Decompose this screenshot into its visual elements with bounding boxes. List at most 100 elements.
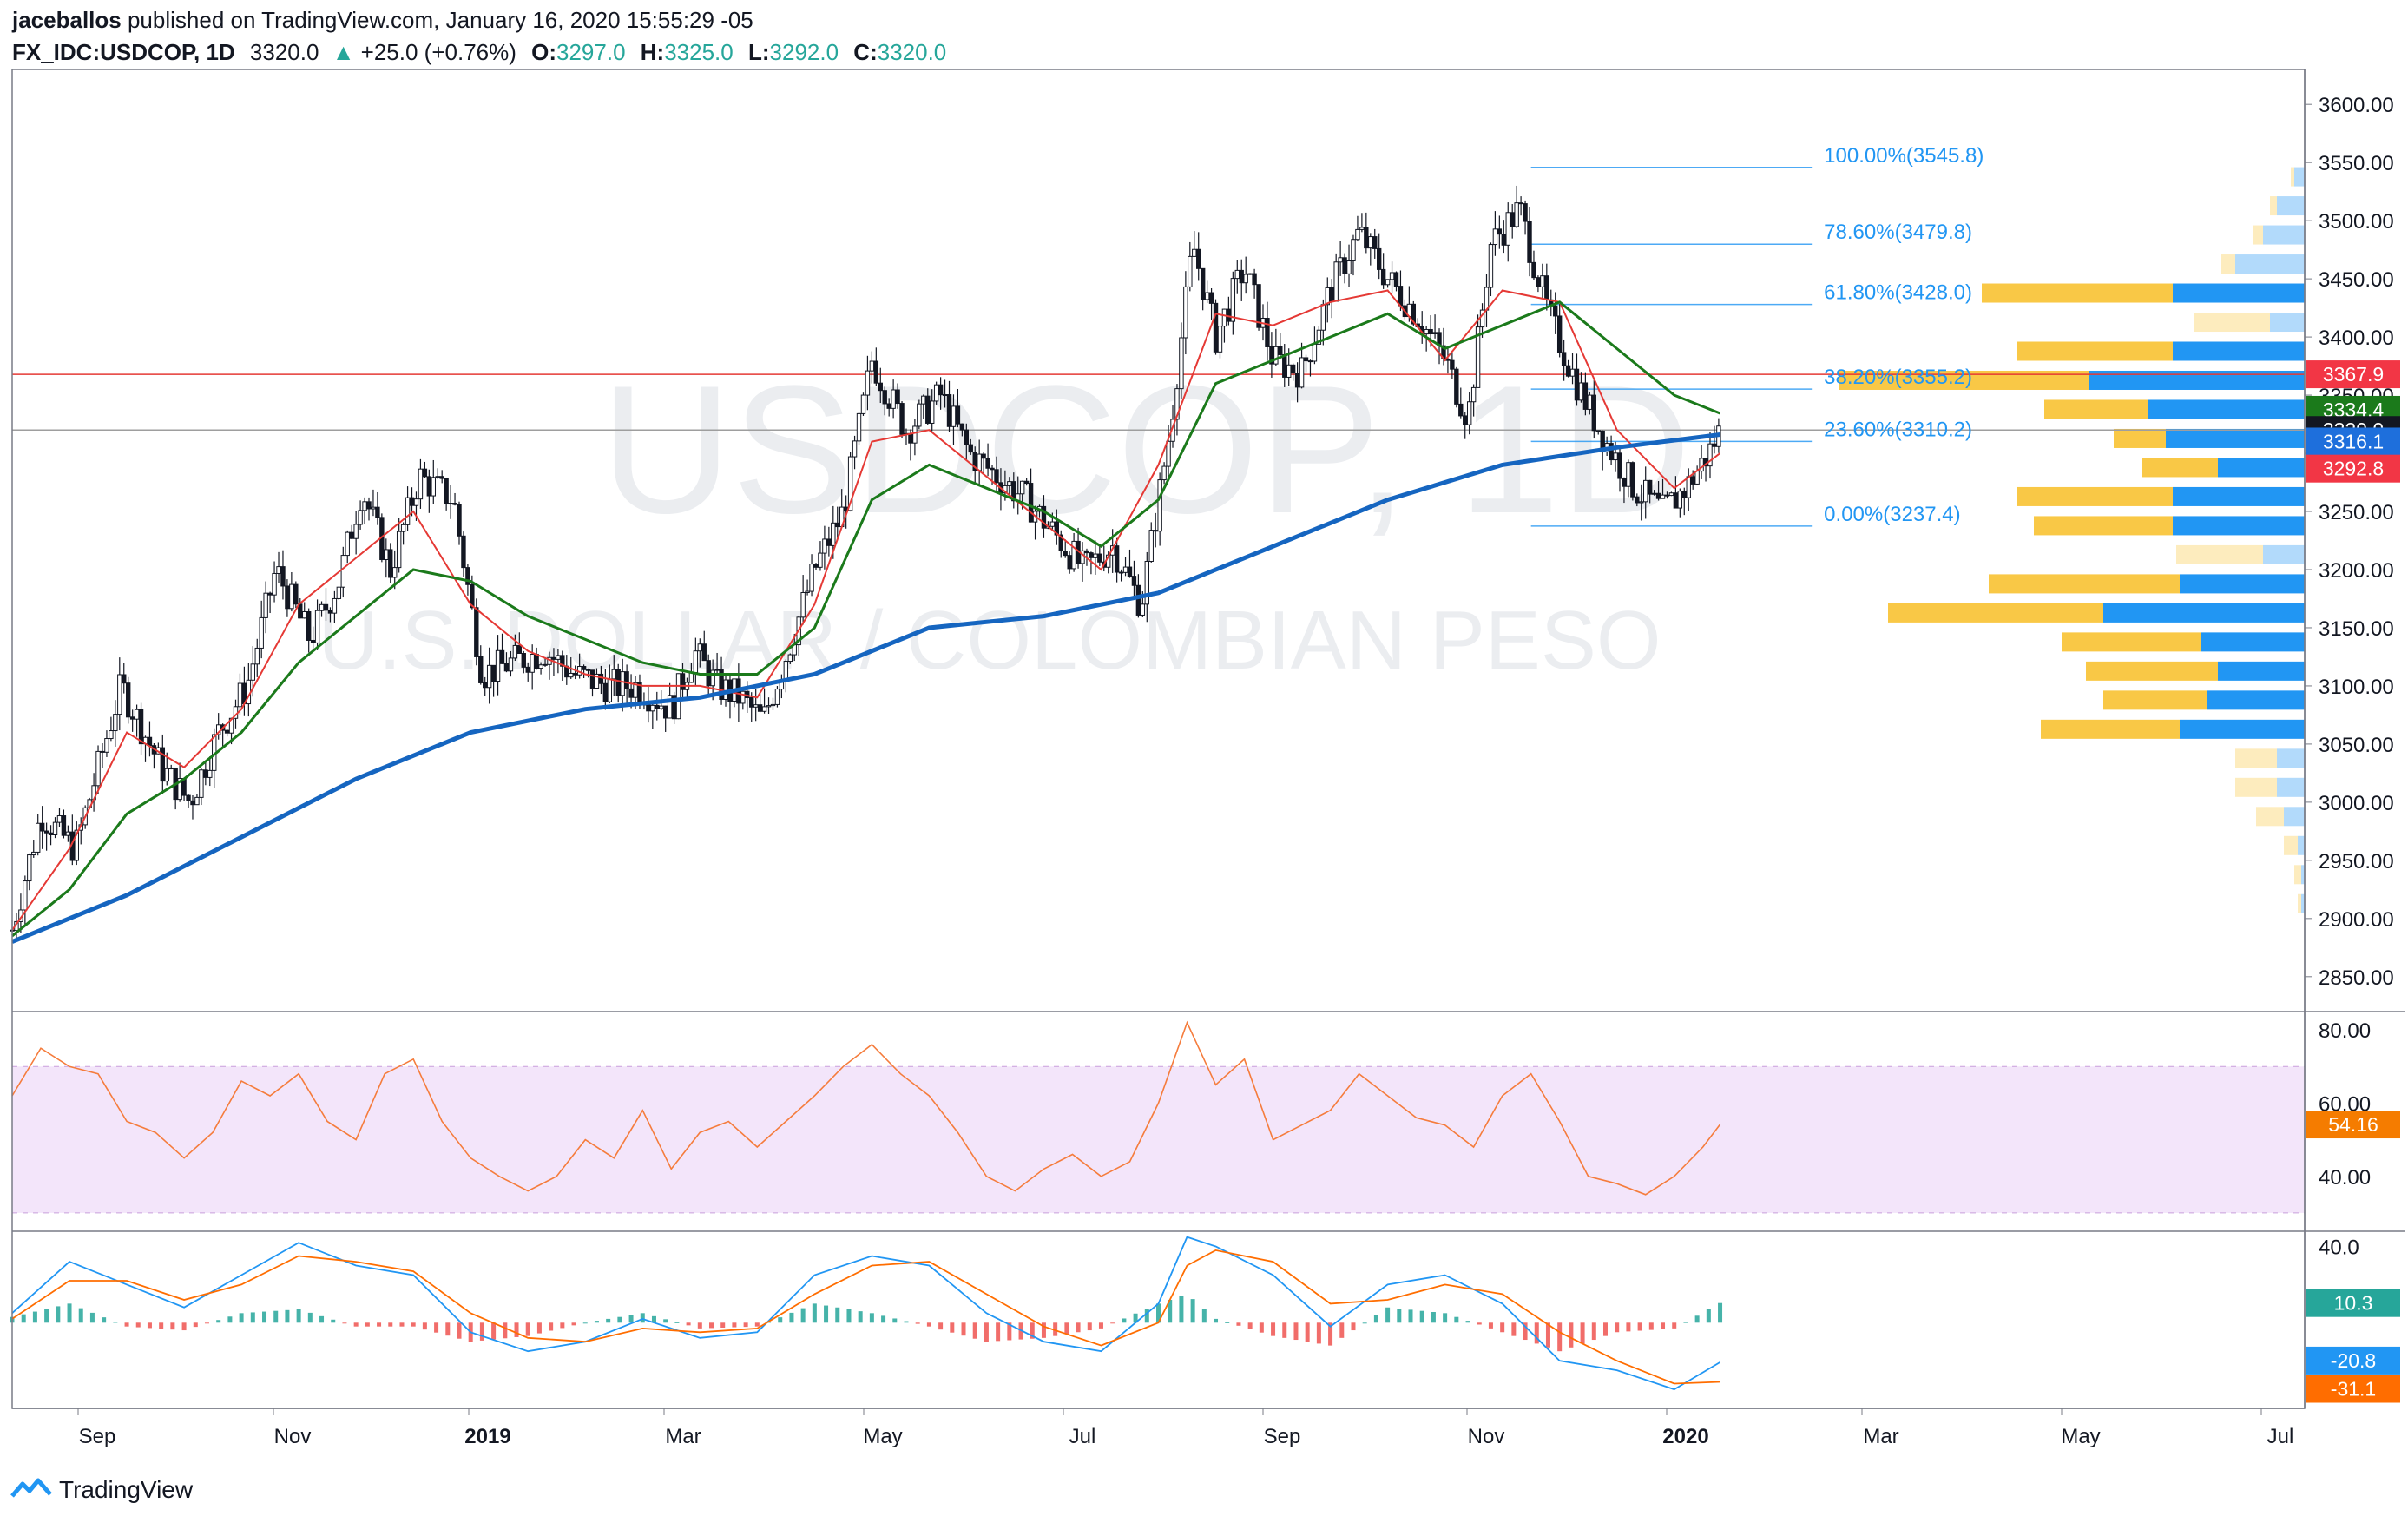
candle-body[interactable] [589, 669, 595, 689]
candle-body[interactable] [263, 592, 268, 618]
candle-body[interactable] [1256, 284, 1261, 328]
candle-body[interactable] [1161, 465, 1167, 481]
candle-body[interactable] [1067, 555, 1072, 570]
candle-body[interactable] [1239, 269, 1244, 284]
candle-body[interactable] [1312, 343, 1318, 362]
candle-body[interactable] [1527, 221, 1532, 263]
candle-body[interactable] [1303, 357, 1309, 362]
candle-body[interactable] [551, 656, 556, 660]
candle-body[interactable] [831, 522, 836, 546]
candle-body[interactable] [126, 682, 131, 718]
symbol-name[interactable]: FX_IDC:USDCOP, 1D [12, 39, 235, 65]
candle-body[interactable] [693, 650, 699, 673]
candle-body[interactable] [659, 705, 664, 709]
candle-body[interactable] [52, 821, 58, 835]
candle-body[interactable] [289, 583, 294, 610]
candle-body[interactable] [104, 738, 109, 753]
candle-body[interactable] [1609, 443, 1614, 461]
candle-body[interactable] [611, 669, 616, 680]
candle-body[interactable] [237, 682, 243, 708]
candle-body[interactable] [1639, 501, 1644, 504]
candle-body[interactable] [959, 423, 965, 431]
candle-body[interactable] [56, 815, 63, 823]
candle-body[interactable] [1080, 550, 1085, 564]
candle-body[interactable] [1359, 227, 1365, 230]
candle-body[interactable] [719, 669, 724, 700]
candle-body[interactable] [39, 822, 45, 832]
candle-body[interactable] [882, 390, 887, 405]
candle-body[interactable] [1183, 286, 1188, 339]
candle-body[interactable] [650, 704, 655, 712]
candle-body[interactable] [1450, 359, 1455, 370]
candle-body[interactable] [714, 669, 720, 671]
candle-body[interactable] [1286, 364, 1292, 378]
candle-body[interactable] [409, 497, 415, 506]
candle-body[interactable] [671, 695, 677, 720]
candle-body[interactable] [177, 778, 182, 801]
candle-body[interactable] [1144, 560, 1149, 605]
candle-body[interactable] [525, 666, 530, 673]
candle-body[interactable] [534, 653, 539, 669]
candle-body[interactable] [508, 657, 514, 672]
candle-body[interactable] [1265, 318, 1270, 347]
candle-body[interactable] [1540, 275, 1545, 287]
candle-body[interactable] [353, 524, 359, 539]
candle-body[interactable] [1329, 287, 1334, 302]
candle-body[interactable] [985, 458, 990, 469]
candle-body[interactable] [873, 360, 879, 384]
candle-body[interactable] [1613, 452, 1618, 461]
candle-body[interactable] [306, 610, 312, 641]
candle-body[interactable] [1536, 277, 1541, 287]
candle-body[interactable] [942, 394, 948, 397]
candle-body[interactable] [1019, 480, 1025, 495]
candle-body[interactable] [774, 689, 780, 705]
candle-body[interactable] [457, 504, 462, 537]
candle-body[interactable] [1582, 382, 1589, 410]
candle-body[interactable] [1166, 440, 1171, 467]
candle-body[interactable] [972, 452, 977, 471]
candle-body[interactable] [1660, 494, 1666, 499]
candle-body[interactable] [1364, 227, 1369, 249]
candle-body[interactable] [1208, 292, 1214, 304]
candle-body[interactable] [538, 664, 543, 669]
main-pane[interactable]: 100.00%(3545.8) 78.60%(3479.8) 61.80%(3428… [10, 144, 2305, 944]
candle-body[interactable] [138, 709, 144, 745]
candle-body[interactable] [31, 851, 36, 856]
candle-body[interactable] [1148, 530, 1154, 562]
candle-body[interactable] [1668, 492, 1674, 497]
candle-body[interactable] [1553, 305, 1558, 317]
candle-body[interactable] [1643, 479, 1648, 503]
candle-body[interactable] [1681, 491, 1687, 498]
candle-body[interactable] [164, 768, 169, 782]
candle-body[interactable] [955, 405, 961, 425]
candle-body[interactable] [452, 503, 457, 505]
candle-body[interactable] [1114, 545, 1120, 573]
candle-body[interactable] [48, 832, 54, 835]
candle-body[interactable] [783, 661, 789, 681]
candle-body[interactable] [766, 705, 772, 708]
candle-body[interactable] [1591, 394, 1596, 432]
candle-body[interactable] [117, 674, 122, 715]
ema-mid-line[interactable] [11, 300, 1721, 938]
candle-body[interactable] [431, 477, 436, 497]
macd-signal-line[interactable] [11, 1249, 1720, 1385]
candle-body[interactable] [1058, 534, 1063, 552]
candle-body[interactable] [203, 769, 208, 778]
candle-body[interactable] [1398, 286, 1404, 307]
candle-body[interactable] [1234, 269, 1240, 280]
candle-body[interactable] [1204, 292, 1210, 300]
candle-body[interactable] [422, 468, 428, 478]
candle-body[interactable] [95, 750, 101, 787]
candle-body[interactable] [1320, 304, 1326, 331]
candle-body[interactable] [1630, 462, 1635, 498]
candle-body[interactable] [856, 412, 862, 442]
candle-body[interactable] [1294, 373, 1300, 388]
candle-body[interactable] [556, 655, 561, 660]
candle-body[interactable] [1346, 260, 1352, 274]
candle-body[interactable] [878, 382, 883, 392]
candle-body[interactable] [1342, 257, 1347, 274]
candle-body[interactable] [835, 522, 840, 528]
candle-body[interactable] [250, 663, 256, 681]
candle-body[interactable] [302, 610, 307, 619]
candle-body[interactable] [478, 656, 484, 683]
